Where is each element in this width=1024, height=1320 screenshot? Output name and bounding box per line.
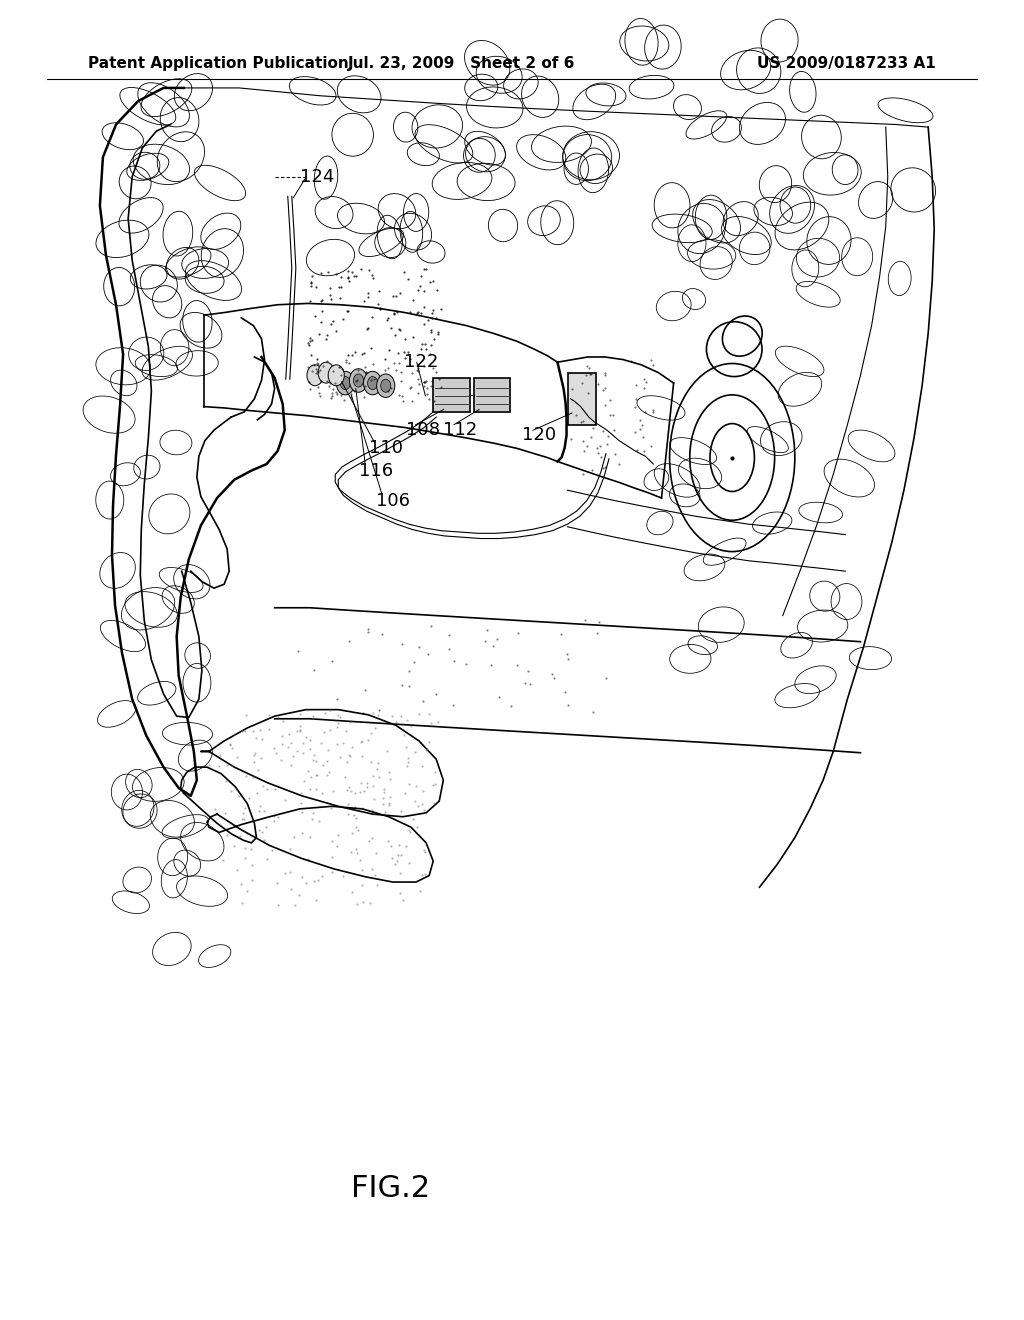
Text: Patent Application Publication: Patent Application Publication: [88, 55, 348, 70]
Bar: [433, 378, 470, 412]
Circle shape: [377, 374, 395, 397]
Bar: [474, 378, 510, 412]
Circle shape: [340, 376, 350, 389]
Circle shape: [336, 371, 354, 395]
Text: US 2009/0187233 A1: US 2009/0187233 A1: [758, 55, 936, 70]
Text: 116: 116: [359, 462, 393, 479]
Text: 106: 106: [376, 491, 410, 510]
Circle shape: [381, 379, 391, 392]
Circle shape: [364, 371, 382, 395]
Circle shape: [368, 376, 378, 389]
Circle shape: [353, 374, 364, 387]
Text: FIG.2: FIG.2: [351, 1175, 430, 1204]
Text: 108: 108: [406, 421, 440, 440]
Text: 110: 110: [369, 440, 402, 458]
Text: Jul. 23, 2009   Sheet 2 of 6: Jul. 23, 2009 Sheet 2 of 6: [348, 55, 575, 70]
Circle shape: [328, 364, 344, 385]
Circle shape: [318, 362, 334, 383]
Text: 112: 112: [443, 421, 477, 440]
Text: 122: 122: [403, 354, 438, 371]
Circle shape: [349, 368, 368, 392]
Circle shape: [307, 364, 324, 385]
Text: 120: 120: [522, 426, 556, 445]
Bar: [567, 372, 596, 425]
Text: 124: 124: [300, 168, 334, 186]
